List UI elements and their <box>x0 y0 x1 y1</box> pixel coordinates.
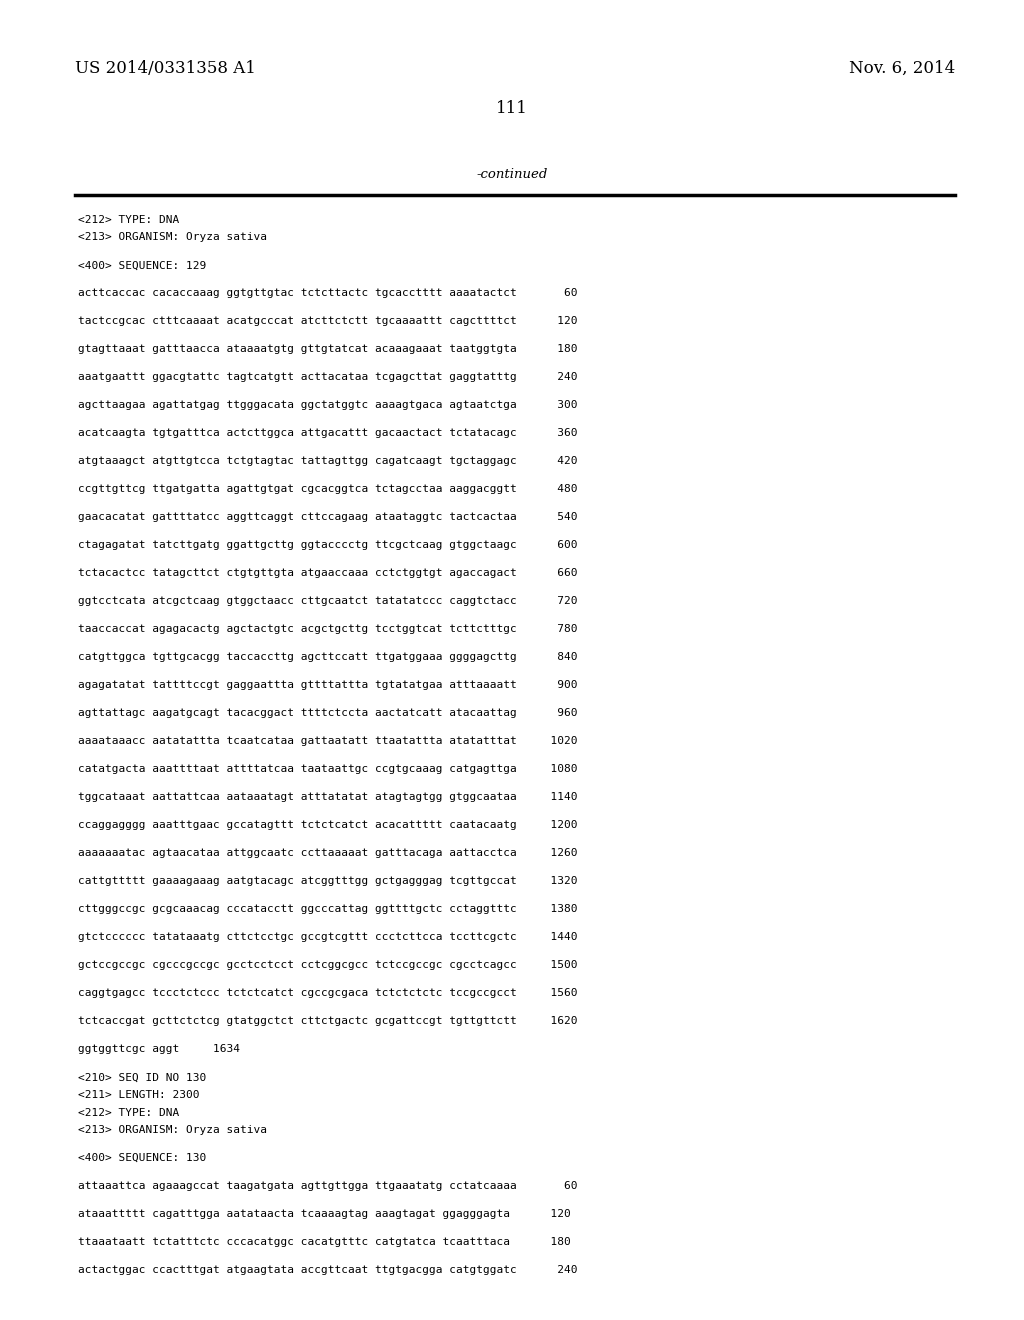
Text: ccgttgttcg ttgatgatta agattgtgat cgcacggtca tctagcctaa aaggacggtt      480: ccgttgttcg ttgatgatta agattgtgat cgcacgg… <box>78 484 578 495</box>
Text: aaatgaattt ggacgtattc tagtcatgtt acttacataa tcgagcttat gaggtatttg      240: aaatgaattt ggacgtattc tagtcatgtt acttaca… <box>78 372 578 383</box>
Text: ctagagatat tatcttgatg ggattgcttg ggtacccctg ttcgctcaag gtggctaagc      600: ctagagatat tatcttgatg ggattgcttg ggtaccc… <box>78 540 578 550</box>
Text: gaacacatat gattttatcc aggttcaggt cttccagaag ataataggtc tactcactaa      540: gaacacatat gattttatcc aggttcaggt cttccag… <box>78 512 578 523</box>
Text: gctccgccgc cgcccgccgc gcctcctcct cctcggcgcc tctccgccgc cgcctcagcc     1500: gctccgccgc cgcccgccgc gcctcctcct cctcggc… <box>78 961 578 970</box>
Text: attaaattca agaaagccat taagatgata agttgttgga ttgaaatatg cctatcaaaa       60: attaaattca agaaagccat taagatgata agttgtt… <box>78 1181 578 1191</box>
Text: gtagttaaat gatttaacca ataaaatgtg gttgtatcat acaaagaaat taatggtgta      180: gtagttaaat gatttaacca ataaaatgtg gttgtat… <box>78 345 578 355</box>
Text: cttgggccgc gcgcaaacag cccatacctt ggcccattag ggttttgctc cctaggtttc     1380: cttgggccgc gcgcaaacag cccatacctt ggcccat… <box>78 904 578 915</box>
Text: gtctcccccc tatataaatg cttctcctgc gccgtcgttt ccctcttcca tccttcgctc     1440: gtctcccccc tatataaatg cttctcctgc gccgtcg… <box>78 932 578 942</box>
Text: <212> TYPE: DNA: <212> TYPE: DNA <box>78 1107 179 1118</box>
Text: caggtgagcc tccctctccc tctctcatct cgccgcgaca tctctctctc tccgccgcct     1560: caggtgagcc tccctctccc tctctcatct cgccgcg… <box>78 989 578 998</box>
Text: agttattagc aagatgcagt tacacggact ttttctccta aactatcatt atacaattag      960: agttattagc aagatgcagt tacacggact ttttctc… <box>78 709 578 718</box>
Text: <212> TYPE: DNA: <212> TYPE: DNA <box>78 215 179 224</box>
Text: tctcaccgat gcttctctcg gtatggctct cttctgactc gcgattccgt tgttgttctt     1620: tctcaccgat gcttctctcg gtatggctct cttctga… <box>78 1016 578 1027</box>
Text: cattgttttt gaaaagaaag aatgtacagc atcggtttgg gctgagggag tcgttgccat     1320: cattgttttt gaaaagaaag aatgtacagc atcggtt… <box>78 876 578 887</box>
Text: taaccaccat agagacactg agctactgtc acgctgcttg tcctggtcat tcttctttgc      780: taaccaccat agagacactg agctactgtc acgctgc… <box>78 624 578 635</box>
Text: actactggac ccactttgat atgaagtata accgttcaat ttgtgacgga catgtggatc      240: actactggac ccactttgat atgaagtata accgttc… <box>78 1265 578 1275</box>
Text: -continued: -continued <box>476 168 548 181</box>
Text: catgttggca tgttgcacgg taccaccttg agcttccatt ttgatggaaa ggggagcttg      840: catgttggca tgttgcacgg taccaccttg agcttcc… <box>78 652 578 663</box>
Text: acttcaccac cacaccaaag ggtgttgtac tctcttactc tgcacctttt aaaatactct       60: acttcaccac cacaccaaag ggtgttgtac tctctta… <box>78 289 578 298</box>
Text: US 2014/0331358 A1: US 2014/0331358 A1 <box>75 59 256 77</box>
Text: ccaggagggg aaatttgaac gccatagttt tctctcatct acacattttt caatacaatg     1200: ccaggagggg aaatttgaac gccatagttt tctctca… <box>78 821 578 830</box>
Text: ggtcctcata atcgctcaag gtggctaacc cttgcaatct tatatatccc caggtctacc      720: ggtcctcata atcgctcaag gtggctaacc cttgcaa… <box>78 597 578 606</box>
Text: <210> SEQ ID NO 130: <210> SEQ ID NO 130 <box>78 1072 206 1082</box>
Text: Nov. 6, 2014: Nov. 6, 2014 <box>849 59 955 77</box>
Text: <400> SEQUENCE: 130: <400> SEQUENCE: 130 <box>78 1152 206 1163</box>
Text: acatcaagta tgtgatttca actcttggca attgacattt gacaactact tctatacagc      360: acatcaagta tgtgatttca actcttggca attgaca… <box>78 429 578 438</box>
Text: tctacactcc tatagcttct ctgtgttgta atgaaccaaa cctctggtgt agaccagact      660: tctacactcc tatagcttct ctgtgttgta atgaacc… <box>78 569 578 578</box>
Text: <400> SEQUENCE: 129: <400> SEQUENCE: 129 <box>78 260 206 271</box>
Text: <213> ORGANISM: Oryza sativa: <213> ORGANISM: Oryza sativa <box>78 232 267 243</box>
Text: ttaaataatt tctatttctc cccacatggc cacatgtttc catgtatca tcaatttaca      180: ttaaataatt tctatttctc cccacatggc cacatgt… <box>78 1237 570 1247</box>
Text: tggcataaat aattattcaa aataaatagt atttatatat atagtagtgg gtggcaataa     1140: tggcataaat aattattcaa aataaatagt atttata… <box>78 792 578 803</box>
Text: tactccgcac ctttcaaaat acatgcccat atcttctctt tgcaaaattt cagcttttct      120: tactccgcac ctttcaaaat acatgcccat atcttct… <box>78 317 578 326</box>
Text: agcttaagaa agattatgag ttgggacata ggctatggtc aaaagtgaca agtaatctga      300: agcttaagaa agattatgag ttgggacata ggctatg… <box>78 400 578 411</box>
Text: ataaattttt cagatttgga aatataacta tcaaaagtag aaagtagat ggagggagta      120: ataaattttt cagatttgga aatataacta tcaaaag… <box>78 1209 570 1218</box>
Text: aaaataaacc aatatattta tcaatcataa gattaatatt ttaatattta atatatttat     1020: aaaataaacc aatatattta tcaatcataa gattaat… <box>78 737 578 747</box>
Text: <211> LENGTH: 2300: <211> LENGTH: 2300 <box>78 1090 200 1100</box>
Text: 111: 111 <box>496 100 528 117</box>
Text: catatgacta aaattttaat attttatcaa taataattgc ccgtgcaaag catgagttga     1080: catatgacta aaattttaat attttatcaa taataat… <box>78 764 578 775</box>
Text: agagatatat tattttccgt gaggaattta gttttattta tgtatatgaa atttaaaatt      900: agagatatat tattttccgt gaggaattta gttttat… <box>78 681 578 690</box>
Text: ggtggttcgc aggt     1634: ggtggttcgc aggt 1634 <box>78 1044 240 1055</box>
Text: <213> ORGANISM: Oryza sativa: <213> ORGANISM: Oryza sativa <box>78 1125 267 1135</box>
Text: aaaaaaatac agtaacataa attggcaatc ccttaaaaat gatttacaga aattacctca     1260: aaaaaaatac agtaacataa attggcaatc ccttaaa… <box>78 849 578 858</box>
Text: atgtaaagct atgttgtcca tctgtagtac tattagttgg cagatcaagt tgctaggagc      420: atgtaaagct atgttgtcca tctgtagtac tattagt… <box>78 457 578 466</box>
